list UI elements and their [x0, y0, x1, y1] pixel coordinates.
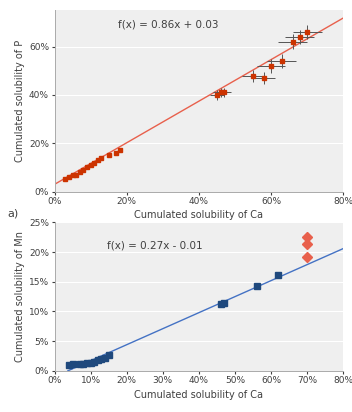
Text: f(x) = 0.27x - 0.01: f(x) = 0.27x - 0.01	[107, 240, 202, 250]
Y-axis label: Cumulated solubility of P: Cumulated solubility of P	[15, 40, 25, 162]
Text: a): a)	[7, 208, 18, 218]
Y-axis label: Cumulated solubility of Mn: Cumulated solubility of Mn	[15, 231, 25, 362]
X-axis label: Cumulated solubility of Ca: Cumulated solubility of Ca	[134, 389, 263, 400]
X-axis label: Cumulated solubility of Ca: Cumulated solubility of Ca	[134, 210, 263, 220]
Text: f(x) = 0.86x + 0.03: f(x) = 0.86x + 0.03	[118, 19, 219, 29]
